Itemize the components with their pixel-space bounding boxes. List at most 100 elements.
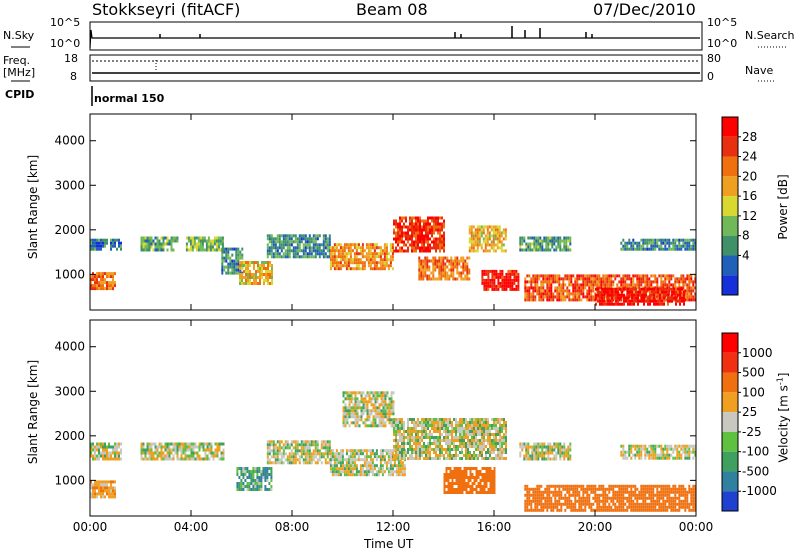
heatmap-cell bbox=[505, 272, 508, 276]
heatmap-cell bbox=[268, 234, 271, 238]
heatmap-cell bbox=[474, 231, 477, 235]
heatmap-cell bbox=[150, 451, 153, 455]
heatmap-cell bbox=[369, 452, 372, 456]
heatmap-cell bbox=[684, 295, 687, 299]
heatmap-cell bbox=[453, 445, 455, 448]
heatmap-cell bbox=[368, 397, 371, 401]
heatmap-cell bbox=[415, 225, 417, 229]
heatmap-cell bbox=[481, 454, 483, 457]
heatmap-cell bbox=[399, 473, 402, 477]
heatmap-cell bbox=[312, 240, 315, 244]
heatmap-cell bbox=[409, 457, 411, 460]
heatmap-cell bbox=[355, 264, 358, 268]
heatmap-cell bbox=[656, 244, 659, 248]
heatmap-cell bbox=[620, 277, 623, 281]
heatmap-cell bbox=[94, 480, 96, 484]
heatmap-cell bbox=[174, 445, 177, 449]
heatmap-cell bbox=[475, 488, 478, 491]
heatmap-cell bbox=[385, 452, 388, 456]
heatmap-cell bbox=[500, 240, 503, 244]
heatmap-cell bbox=[94, 486, 96, 490]
heatmap-cell bbox=[515, 284, 518, 288]
heatmap-cell bbox=[519, 239, 522, 243]
heatmap-cell bbox=[564, 274, 567, 278]
heatmap-cell bbox=[595, 287, 597, 291]
heatmap-cell bbox=[399, 430, 401, 433]
heatmap-cell bbox=[312, 452, 315, 456]
heatmap-cell bbox=[483, 488, 486, 491]
heatmap-cell bbox=[421, 240, 423, 244]
heatmap-cell bbox=[480, 228, 483, 232]
heatmap-cell bbox=[320, 443, 323, 447]
heatmap-cell bbox=[100, 489, 102, 493]
heatmap-cell bbox=[205, 245, 208, 249]
heatmap-cell bbox=[168, 442, 171, 446]
heatmap-cell bbox=[328, 458, 331, 462]
heatmap-cell bbox=[590, 292, 593, 296]
heatmap-cell bbox=[221, 242, 224, 246]
heatmap-cell bbox=[207, 242, 210, 246]
heatmap-cell bbox=[397, 467, 400, 471]
heatmap-cell bbox=[628, 247, 631, 251]
heatmap-cell bbox=[395, 249, 397, 253]
heatmap-cell bbox=[435, 243, 437, 247]
heatmap-cell bbox=[92, 489, 94, 493]
heatmap-cell bbox=[446, 277, 449, 281]
heatmap-cell bbox=[229, 259, 232, 263]
heatmap-cell bbox=[365, 458, 368, 462]
heatmap-cell bbox=[276, 240, 279, 244]
heatmap-cell bbox=[660, 283, 663, 287]
heatmap-cell bbox=[222, 442, 225, 446]
heatmap-cell bbox=[636, 241, 639, 245]
heatmap-cell bbox=[662, 238, 665, 242]
heatmap-cell bbox=[427, 442, 429, 445]
heatmap-cell bbox=[427, 228, 429, 232]
heatmap-cell bbox=[114, 480, 116, 484]
heatmap-cell bbox=[444, 268, 447, 272]
heatmap-cell bbox=[638, 277, 641, 281]
heatmap-cell bbox=[391, 470, 394, 474]
heatmap-cell bbox=[118, 238, 120, 242]
heatmap-cell bbox=[534, 274, 537, 278]
heatmap-cell bbox=[215, 239, 218, 243]
heatmap-cell bbox=[390, 391, 393, 395]
heatmap-cell bbox=[449, 451, 451, 454]
heatmap-cell bbox=[556, 280, 559, 284]
heatmap-cell bbox=[284, 240, 287, 244]
heatmap-cell bbox=[378, 424, 381, 428]
heatmap-cell bbox=[172, 236, 175, 240]
heatmap-cell bbox=[378, 415, 381, 419]
heatmap-cell bbox=[411, 433, 413, 436]
heatmap-cell bbox=[407, 228, 409, 232]
heatmap-cell bbox=[376, 400, 379, 404]
heatmap-cell bbox=[619, 287, 621, 291]
heatmap-cell bbox=[158, 451, 161, 455]
heatmap-cell bbox=[150, 442, 153, 446]
heatmap-cell bbox=[569, 236, 572, 240]
heatmap-cell bbox=[634, 283, 637, 287]
heatmap-cell bbox=[98, 448, 100, 452]
heatmap-cell bbox=[465, 424, 467, 427]
heatmap-cell bbox=[592, 277, 595, 281]
heatmap-cell bbox=[493, 284, 496, 288]
heatmap-cell bbox=[491, 448, 493, 451]
heatmap-cell bbox=[489, 457, 491, 460]
heatmap-cell bbox=[637, 299, 639, 303]
heatmap-cell bbox=[543, 236, 546, 240]
heatmap-cell bbox=[112, 451, 114, 455]
heatmap-cell bbox=[451, 454, 453, 457]
heatmap-cell bbox=[466, 277, 469, 281]
heatmap-cell bbox=[302, 452, 305, 456]
heatmap-cell bbox=[427, 427, 429, 430]
heatmap-cell bbox=[684, 283, 687, 287]
heatmap-cell bbox=[431, 228, 433, 232]
heatmap-cell bbox=[495, 269, 498, 273]
heatmap-cell bbox=[453, 427, 455, 430]
heatmap-cell bbox=[467, 424, 469, 427]
heatmap-cell bbox=[477, 473, 480, 476]
heatmap-cell bbox=[368, 424, 371, 428]
heatmap-cell bbox=[495, 272, 498, 276]
heatmap-cell bbox=[252, 485, 255, 488]
heatmap-cell bbox=[407, 237, 409, 241]
heatmap-cell bbox=[328, 449, 331, 453]
